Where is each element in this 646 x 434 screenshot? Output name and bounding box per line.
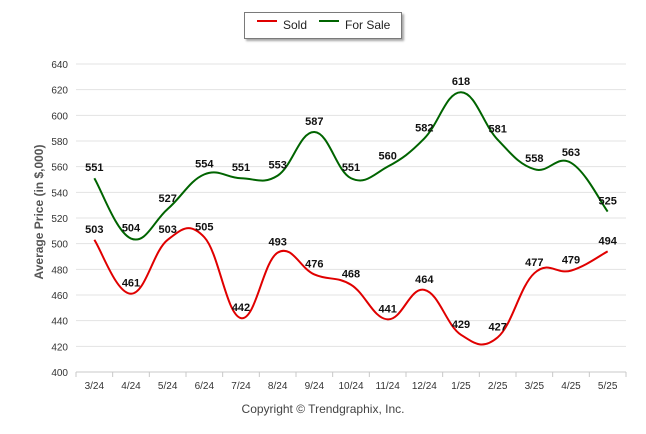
sold-series-line [93, 227, 609, 346]
x-tick-label: 4/24 [121, 381, 141, 392]
sold-data-label: 429 [452, 319, 470, 331]
sold-data-label: 461 [122, 278, 140, 290]
sold-data-label: 477 [525, 257, 543, 269]
forsale-legend-label: For Sale [345, 18, 391, 32]
y-tick-label: 540 [51, 188, 68, 199]
y-axis-label: Average Price (in $,000) [32, 144, 46, 280]
for-sale-data-label: 551 [85, 162, 103, 174]
y-tick-label: 420 [51, 342, 68, 353]
x-tick-label: 4/25 [561, 381, 581, 392]
for-sale-data-label: 551 [342, 162, 360, 174]
for-sale-data-label: 527 [158, 193, 176, 205]
x-tick-label: 3/25 [525, 381, 545, 392]
sold-data-label: 441 [378, 303, 396, 315]
x-tick-label: 2/25 [488, 381, 508, 392]
y-tick-label: 600 [51, 111, 68, 122]
x-tick-label: 10/24 [338, 381, 363, 392]
copyright-text: Copyright © Trendgraphix, Inc. [241, 402, 405, 416]
sold-legend-swatch [257, 20, 277, 22]
sold-data-label: 494 [598, 235, 617, 247]
x-tick-label: 11/24 [376, 381, 401, 392]
sold-data-label: 503 [85, 224, 103, 236]
sold-data-label: 505 [195, 221, 213, 233]
y-tick-label: 400 [51, 368, 68, 379]
for-sale-data-label: 554 [195, 158, 214, 170]
y-tick-label: 520 [51, 214, 68, 225]
for-sale-data-label: 553 [268, 160, 286, 172]
sold-data-label: 442 [232, 302, 250, 314]
y-tick-label: 640 [51, 60, 68, 71]
for-sale-data-label: 587 [305, 116, 323, 128]
x-tick-label: 5/24 [158, 381, 178, 392]
x-tick-label: 5/25 [598, 381, 618, 392]
sold-data-label: 427 [488, 321, 506, 333]
x-tick-label: 1/25 [451, 381, 471, 392]
for-sale-data-label: 560 [378, 151, 396, 163]
sold-data-label: 464 [415, 274, 434, 286]
x-tick-label: 7/24 [231, 381, 251, 392]
for-sale-data-label: 563 [562, 147, 580, 159]
forsale-legend-swatch [319, 20, 339, 22]
for-sale-data-label: 582 [415, 122, 433, 134]
sold-data-label: 476 [305, 258, 323, 270]
x-tick-label: 9/24 [305, 381, 325, 392]
y-tick-label: 580 [51, 137, 68, 148]
x-tick-label: 12/24 [412, 381, 437, 392]
y-tick-label: 480 [51, 265, 68, 276]
for-sale-data-label: 618 [452, 76, 470, 88]
y-tick-label: 440 [51, 317, 68, 328]
chart-legend: Sold For Sale [244, 12, 402, 39]
sold-data-label: 468 [342, 269, 360, 281]
for-sale-data-label: 525 [598, 196, 616, 208]
for-sale-series-line [93, 91, 609, 241]
sold-data-label: 479 [562, 255, 580, 267]
for-sale-data-label: 581 [488, 124, 506, 136]
y-tick-label: 500 [51, 240, 68, 251]
for-sale-data-label: 504 [122, 223, 141, 235]
y-tick-label: 460 [51, 291, 68, 302]
y-tick-label: 620 [51, 86, 68, 97]
sold-data-label: 503 [158, 224, 176, 236]
x-tick-label: 3/24 [85, 381, 105, 392]
sold-legend-label: Sold [283, 18, 308, 32]
x-tick-label: 6/24 [195, 381, 215, 392]
for-sale-data-label: 558 [525, 153, 543, 165]
sold-data-label: 493 [268, 237, 286, 249]
y-tick-label: 560 [51, 163, 68, 174]
x-tick-label: 8/24 [268, 381, 288, 392]
for-sale-data-label: 551 [232, 162, 250, 174]
